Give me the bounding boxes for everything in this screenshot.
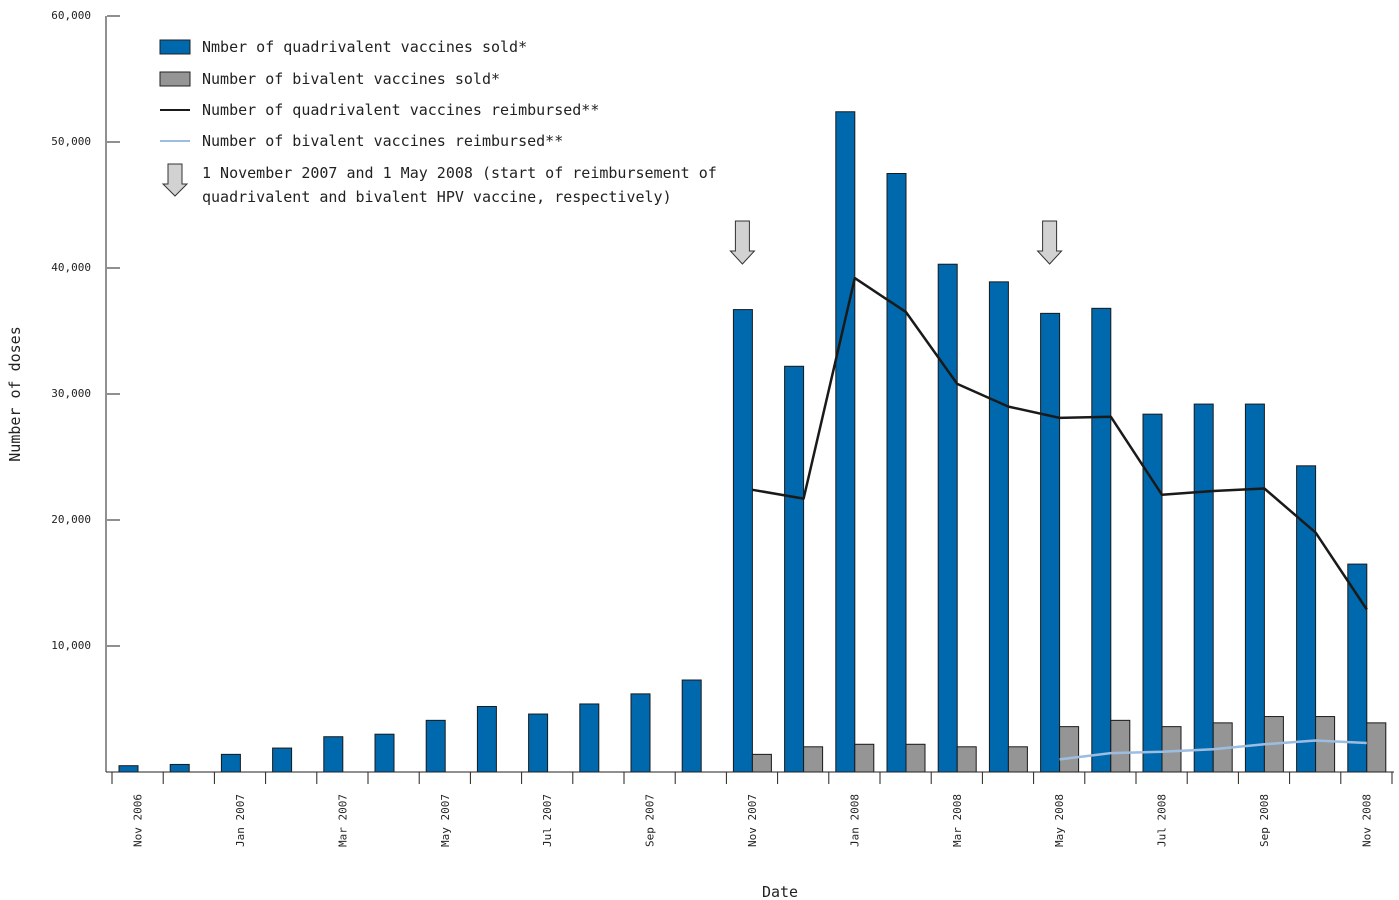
legend-label-quad-sold: Nmber of quadrivalent vaccines sold*	[202, 38, 527, 56]
x-tick-label: Nov 2008	[1360, 794, 1373, 847]
bar-bivalent-sold	[1366, 722, 1387, 773]
bar-quadrivalent-sold	[374, 733, 395, 773]
bar-quadrivalent-sold	[937, 263, 958, 773]
bar-quadrivalent-sold	[1244, 403, 1265, 773]
y-tick-label: 50,000	[51, 135, 91, 148]
legend: Nmber of quadrivalent vaccines sold* Num…	[159, 38, 717, 206]
x-tick-label: Jan 2007	[234, 794, 247, 847]
y-tick-label: 30,000	[51, 387, 91, 400]
bar-bivalent-sold	[1110, 719, 1131, 773]
bar-bivalent-sold	[1059, 726, 1080, 773]
bar-quadrivalent-sold	[732, 309, 753, 773]
legend-swatch-quad-sold	[159, 39, 191, 55]
y-tick-label: 60,000	[51, 9, 91, 22]
legend-swatch-biv-sold	[159, 71, 191, 87]
bar-quadrivalent-sold	[630, 693, 651, 773]
bar-quadrivalent-sold	[425, 719, 446, 773]
y-axis-title: Number of doses	[6, 326, 24, 461]
arrow-shape	[1036, 220, 1063, 265]
y-axis: 10,000 20,000 30,000 40,000 50,000 60,000	[51, 9, 120, 772]
bar-quadrivalent-sold	[886, 173, 907, 773]
x-tick-label: May 2007	[439, 794, 452, 847]
x-tick-label: Jul 2008	[1156, 794, 1169, 847]
x-tick-label: May 2008	[1053, 794, 1066, 847]
y-tick-label: 20,000	[51, 513, 91, 526]
bar-quadrivalent-sold	[835, 111, 856, 773]
bar-bivalent-sold	[956, 746, 977, 773]
x-tick-label: Jul 2007	[541, 794, 554, 847]
bar-bivalent-sold	[1161, 726, 1182, 773]
bar-bivalent-sold	[854, 743, 875, 773]
bar-bivalent-sold	[1007, 746, 1028, 773]
plot-area	[118, 111, 1387, 773]
legend-label-arrow-line2: quadrivalent and bivalent HPV vaccine, r…	[202, 188, 672, 206]
x-axis-title: Date	[762, 883, 798, 900]
bar-quadrivalent-sold	[579, 703, 600, 773]
bar-bivalent-sold	[751, 753, 772, 773]
bar-bivalent-sold	[1315, 716, 1336, 773]
bar-quadrivalent-sold	[528, 713, 549, 773]
reimbursement-start-arrow-icon	[1036, 220, 1063, 265]
line-quadrivalent-reimbursed	[752, 276, 1368, 611]
bar-quadrivalent-sold	[272, 747, 293, 773]
bar-quadrivalent-sold	[1091, 307, 1112, 773]
x-tick-label: Jan 2008	[848, 794, 861, 847]
bar-quadrivalent-sold	[1040, 312, 1061, 773]
reimbursement-start-arrow-icon	[729, 220, 756, 265]
line-bivalent-reimbursed	[1059, 739, 1367, 761]
bar-quadrivalent-sold	[681, 679, 702, 773]
x-tick-label: Nov 2006	[132, 794, 145, 847]
bar-bivalent-sold	[803, 746, 824, 773]
x-tick-label: Sep 2008	[1258, 794, 1271, 847]
legend-label-arrow-line1: 1 November 2007 and 1 May 2008 (start of…	[202, 164, 717, 182]
bar-quadrivalent-sold	[784, 365, 805, 773]
bar-quadrivalent-sold	[1193, 403, 1214, 773]
x-axis: Nov 2006 Jan 2007 Mar 2007 May 2007 Jul 2007…	[106, 771, 1394, 847]
x-tick-label: Mar 2007	[336, 794, 349, 847]
bar-quadrivalent-sold	[1142, 413, 1163, 773]
legend-label-biv-reimb: Number of bivalent vaccines reimbursed**	[202, 132, 563, 150]
bar-quadrivalent-sold	[988, 281, 1009, 773]
bar-quadrivalent-sold	[1296, 465, 1317, 773]
bar-quadrivalent-sold	[169, 763, 190, 773]
bar-quadrivalent-sold	[118, 765, 139, 773]
bar-bivalent-sold	[905, 743, 926, 773]
x-tick-label: Mar 2008	[951, 794, 964, 847]
bar-quadrivalent-sold	[323, 736, 344, 773]
x-tick-label: Sep 2007	[644, 794, 657, 847]
bar-quadrivalent-sold	[476, 705, 497, 773]
y-tick-label: 40,000	[51, 261, 91, 274]
y-tick-label: 10,000	[51, 639, 91, 652]
legend-label-biv-sold: Number of bivalent vaccines sold*	[202, 70, 500, 88]
x-tick-label: Nov 2007	[746, 794, 759, 847]
arrow-shape	[729, 220, 756, 265]
legend-label-quad-reimb: Number of quadrivalent vaccines reimburs…	[202, 101, 599, 119]
bar-quadrivalent-sold	[220, 753, 241, 773]
legend-arrow-icon	[161, 163, 189, 197]
